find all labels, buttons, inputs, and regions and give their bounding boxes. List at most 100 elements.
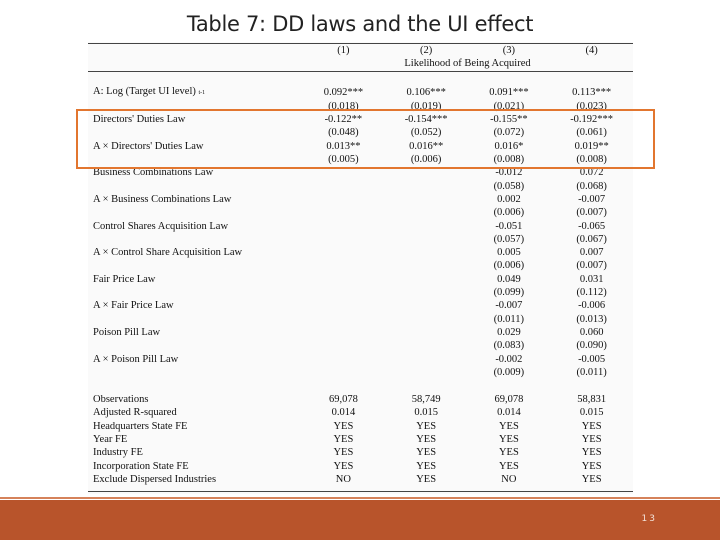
stats-row: Year FE YES YES YES YES <box>88 433 633 446</box>
table-cell: -0.002 <box>495 353 523 365</box>
row-label: Business Combinations Law <box>88 166 302 179</box>
table-cell: (0.007) <box>576 260 607 272</box>
coefficient-row: A × Control Share Acquisition Law 0.005 0.… <box>88 246 633 259</box>
coefficient-row: A: Log (Target UI level) t-1 0.092*** 0.10… <box>88 85 633 100</box>
table-cell <box>385 299 468 312</box>
table-cell: YES <box>498 447 519 459</box>
std-error-row: (0.083) (0.090) <box>88 339 633 352</box>
table-cell: (0.006) <box>493 207 525 219</box>
row-label-text: Fair Price Law <box>93 273 156 285</box>
table-cell: 58,749 <box>411 394 441 406</box>
table-cell: -0.007 <box>495 300 523 312</box>
row-label-text: Directors' Duties Law <box>93 114 186 126</box>
spacer-row <box>88 71 633 85</box>
table-cell: -0.006 <box>578 300 606 312</box>
table-cell: (0.023) <box>576 100 607 112</box>
column-header: (1) <box>337 45 350 56</box>
stats-row: Incorporation State FE YES YES YES YES <box>88 460 633 473</box>
table-cell: YES <box>333 460 354 472</box>
table-cell <box>302 206 385 219</box>
stats-row: Adjusted R-squared 0.014 0.015 0.014 0.015 <box>88 406 633 419</box>
table-cell <box>302 326 385 339</box>
table-cell <box>302 286 385 299</box>
table-cell <box>385 233 468 246</box>
table-cell: 0.106*** <box>406 86 446 98</box>
table-cell <box>302 180 385 193</box>
table-cell: 0.113*** <box>572 86 612 98</box>
row-label-text: Industry FE <box>93 447 143 459</box>
column-header: (3) <box>502 45 515 56</box>
table-cell <box>385 259 468 272</box>
std-error-row: (0.005) (0.006) (0.008) (0.008) <box>88 153 633 166</box>
table-cell <box>302 366 385 379</box>
row-label <box>88 339 302 352</box>
column-header: (2) <box>420 45 433 56</box>
table-cell: (0.008) <box>493 154 525 166</box>
table-cell <box>302 353 385 366</box>
table-cell: YES <box>416 473 437 485</box>
table-cell: YES <box>416 447 437 459</box>
table-cell: (0.018) <box>328 100 359 112</box>
row-label: A × Fair Price Law <box>88 299 302 312</box>
table-cell: YES <box>333 434 354 446</box>
table-cell: YES <box>498 460 519 472</box>
row-label-subscript: t-1 <box>198 89 206 96</box>
table-cell: (0.009) <box>493 366 525 378</box>
table-cell: -0.192*** <box>570 114 614 126</box>
table-cell: 0.091*** <box>489 86 529 98</box>
regression-table: (1) (2) (3) (4) Likelihood of Being Acqu… <box>88 44 633 486</box>
table-cell: (0.112) <box>576 287 607 299</box>
table-cell <box>385 246 468 259</box>
row-label-text: Business Combinations Law <box>93 167 214 179</box>
row-label: Adjusted R-squared <box>88 406 302 419</box>
table-bottom-rule <box>88 491 633 492</box>
table-cell <box>302 339 385 352</box>
table-cell <box>302 259 385 272</box>
table-cell: 0.007 <box>579 247 604 259</box>
table-cell: 58,831 <box>577 394 607 406</box>
row-label: Industry FE <box>88 446 302 459</box>
table-cell: (0.083) <box>493 340 525 352</box>
row-label-text: A × Directors' Duties Law <box>93 140 204 152</box>
row-label: A × Directors' Duties Law <box>88 140 302 153</box>
row-label: A × Control Share Acquisition Law <box>88 246 302 259</box>
row-label: Poison Pill Law <box>88 326 302 339</box>
table-cell: YES <box>498 420 519 432</box>
table-cell: -0.007 <box>578 193 606 205</box>
row-label <box>88 313 302 326</box>
row-label-text: A × Control Share Acquisition Law <box>93 247 243 259</box>
stats-row: Headquarters State FE YES YES YES YES <box>88 420 633 433</box>
row-label-text: Exclude Dispersed Industries <box>93 473 217 485</box>
table-cell: YES <box>498 434 519 446</box>
std-error-row: (0.006) (0.007) <box>88 206 633 219</box>
table-cell: (0.072) <box>493 127 525 139</box>
row-label-text: Poison Pill Law <box>93 326 161 338</box>
table-cell: (0.005) <box>328 154 359 166</box>
row-label-text: Observations <box>93 394 149 406</box>
row-label-text: Adjusted R-squared <box>93 407 177 419</box>
table-cell: 0.014 <box>331 407 356 419</box>
row-label-text: A × Fair Price Law <box>93 300 174 312</box>
row-label: Headquarters State FE <box>88 420 302 433</box>
row-label <box>88 180 302 193</box>
coefficient-row: A × Fair Price Law -0.007 -0.006 <box>88 299 633 312</box>
table-cell <box>385 339 468 352</box>
table-cell: YES <box>333 420 354 432</box>
coefficient-row: Fair Price Law 0.049 0.031 <box>88 273 633 286</box>
table-cell <box>385 353 468 366</box>
row-label-text: Year FE <box>93 434 128 446</box>
table-cell: 0.015 <box>414 407 438 419</box>
coefficient-row: Poison Pill Law 0.029 0.060 <box>88 326 633 339</box>
table-cell: (0.052) <box>410 127 442 139</box>
table-cell: YES <box>416 434 437 446</box>
row-label-text: Headquarters State FE <box>93 420 188 432</box>
table-cell <box>302 246 385 259</box>
row-label-text: A × Business Combinations Law <box>93 193 232 205</box>
coefficient-row: Control Shares Acquisition Law -0.051 -0.0… <box>88 220 633 233</box>
table-cell <box>302 233 385 246</box>
table-cell <box>302 313 385 326</box>
table-cell: -0.005 <box>578 353 606 365</box>
table-cell: 0.005 <box>497 247 521 259</box>
table-cell: 0.049 <box>497 273 521 285</box>
table-cell: NO <box>501 473 517 485</box>
